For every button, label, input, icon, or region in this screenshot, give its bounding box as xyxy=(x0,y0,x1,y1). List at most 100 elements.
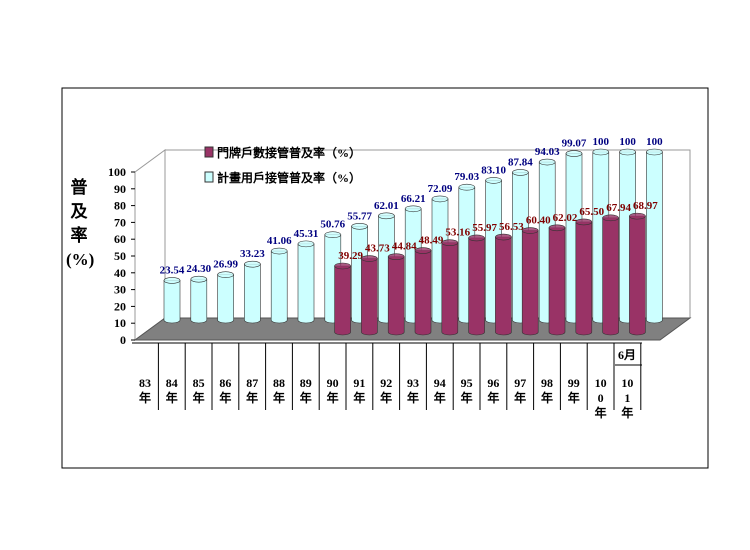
bar-body xyxy=(548,227,566,336)
legend-swatch xyxy=(204,146,214,158)
value-label: 100 xyxy=(619,136,636,148)
legend-label: 計畫用戶接管普及率（%） xyxy=(217,170,361,185)
bar-body xyxy=(602,217,619,336)
bar-body xyxy=(244,263,261,324)
bar-top xyxy=(575,218,593,226)
bar-top xyxy=(361,255,378,262)
bar-body xyxy=(297,243,315,324)
bar-top xyxy=(565,150,583,157)
value-label: 60.40 xyxy=(526,215,551,227)
value-label: 50.76 xyxy=(320,219,345,231)
annotation: 6月 xyxy=(618,348,637,362)
y-tick-label: 10 xyxy=(114,316,126,330)
bar-body xyxy=(521,230,539,336)
y-tick-label: 20 xyxy=(114,299,126,313)
y-tick-label: 90 xyxy=(114,182,126,196)
y-tick-label: 50 xyxy=(114,249,126,263)
bar-top xyxy=(548,224,566,232)
bar-top xyxy=(190,275,208,283)
bar xyxy=(495,233,512,336)
side-wall xyxy=(134,149,166,341)
x-tick-label: 89年 xyxy=(299,376,312,405)
bar-top xyxy=(297,240,315,248)
bar xyxy=(297,240,315,324)
x-tick-label: 90年 xyxy=(326,376,339,405)
x-tick-label: 87年 xyxy=(246,376,259,405)
x-tick-label: 99年 xyxy=(567,376,580,405)
value-label: 45.31 xyxy=(294,228,319,240)
bar-top xyxy=(431,195,449,203)
value-label: 24.30 xyxy=(186,263,211,275)
y-tick-label: 0 xyxy=(120,333,126,347)
bar-top xyxy=(217,271,234,278)
bar xyxy=(521,227,539,336)
x-tick-label: 84年 xyxy=(165,376,178,405)
y-tick-label: 70 xyxy=(114,215,126,229)
bar-top xyxy=(244,260,261,268)
value-label: 66.21 xyxy=(401,193,426,205)
bar-body xyxy=(629,215,646,336)
bar-top xyxy=(351,223,368,230)
value-label: 62.02 xyxy=(553,212,578,224)
bar-top xyxy=(619,148,636,156)
bar-top xyxy=(602,214,619,222)
bar xyxy=(441,239,459,336)
x-tick-label: 85年 xyxy=(192,376,205,405)
value-label: 56.53 xyxy=(499,221,524,233)
bar xyxy=(361,255,378,336)
x-tick-label: 94年 xyxy=(433,376,446,405)
x-tick-label: 101年 xyxy=(621,376,634,420)
bar xyxy=(190,275,208,324)
bar-top xyxy=(163,277,181,284)
value-label: 83.10 xyxy=(481,164,506,176)
value-label: 26.99 xyxy=(213,259,238,271)
value-label: 100 xyxy=(593,136,610,148)
value-label: 72.09 xyxy=(428,183,453,195)
value-label: 33.23 xyxy=(240,248,265,260)
bar-top xyxy=(592,148,610,156)
value-label: 44.84 xyxy=(392,241,417,253)
x-tick-label: 83年 xyxy=(138,376,151,405)
bar-top xyxy=(378,212,395,220)
bar-body xyxy=(495,236,512,336)
bar-top xyxy=(512,169,529,176)
bar xyxy=(602,214,619,336)
bar-top xyxy=(468,234,485,242)
x-tick-label: 96年 xyxy=(487,376,500,405)
bar xyxy=(334,262,351,336)
legend-swatch xyxy=(204,171,214,183)
bar-body xyxy=(468,237,485,336)
value-label: 55.77 xyxy=(347,210,372,222)
bar xyxy=(646,148,663,324)
x-tick-label: 91年 xyxy=(353,376,366,405)
x-tick-label: 88年 xyxy=(272,376,285,405)
bar-top xyxy=(521,227,539,234)
value-label: 68.97 xyxy=(633,200,658,212)
bar-top xyxy=(270,247,288,255)
bar xyxy=(244,260,261,324)
bar xyxy=(575,218,593,336)
legend-label: 門牌戶數接管普及率（%） xyxy=(217,145,361,160)
value-label: 23.54 xyxy=(160,264,185,276)
value-label: 79.03 xyxy=(454,171,479,183)
bar xyxy=(217,271,234,324)
bar xyxy=(468,234,485,336)
bar xyxy=(387,253,405,336)
x-tick-label: 86年 xyxy=(219,376,232,405)
y-tick-label: 60 xyxy=(114,232,126,246)
bar-body xyxy=(334,265,351,336)
bar-body xyxy=(575,221,593,336)
bar-top xyxy=(404,205,422,213)
value-label: 53.16 xyxy=(445,227,470,239)
bar xyxy=(414,247,432,336)
bar-body xyxy=(163,280,181,324)
bar xyxy=(163,277,181,324)
bar-top xyxy=(629,212,646,220)
bar-top xyxy=(458,183,476,191)
bar-body xyxy=(270,250,288,324)
bar-top xyxy=(485,177,502,184)
bar-body xyxy=(190,278,208,324)
bar-top xyxy=(334,262,351,270)
